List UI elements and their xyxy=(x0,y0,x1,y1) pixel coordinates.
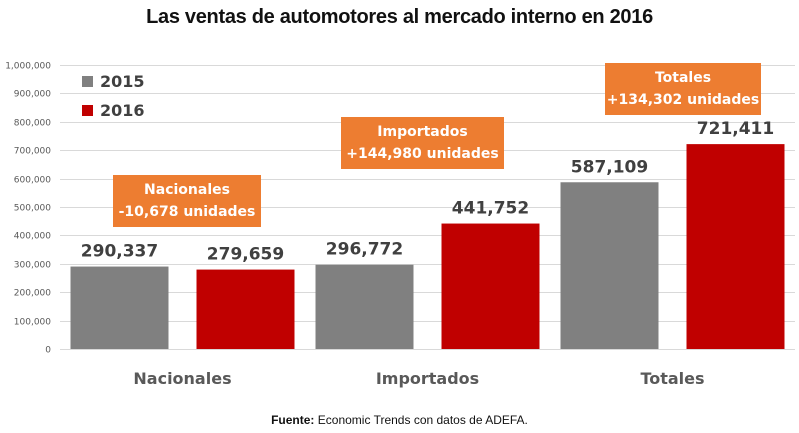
bars xyxy=(70,144,785,349)
data-label: 587,109 xyxy=(571,157,648,177)
annotation-title: Importados xyxy=(377,124,468,140)
bar-2015-importados xyxy=(315,264,414,349)
annotation-totales: Totales +134,302 unidades xyxy=(605,63,761,115)
y-tick-label: 800,000 xyxy=(14,119,51,129)
annotation-delta: +134,302 unidades xyxy=(606,92,760,108)
annotation-delta: +144,980 unidades xyxy=(346,146,499,162)
annotation-title: Totales xyxy=(654,70,712,86)
x-tick-label: Importados xyxy=(376,369,479,388)
annotation-importados: Importados +144,980 unidades xyxy=(341,117,504,169)
annotation-delta: -10,678 unidades xyxy=(118,204,256,220)
bar-2015-totales xyxy=(560,182,659,349)
legend-label: 2016 xyxy=(100,101,145,120)
x-tick-label: Nacionales xyxy=(133,369,231,388)
data-label: 290,337 xyxy=(81,242,158,262)
legend: 2015 2016 xyxy=(82,72,145,120)
source-label: Fuente: xyxy=(271,413,315,427)
data-label: 279,659 xyxy=(207,245,284,265)
bar-2015-nacionales xyxy=(70,266,169,349)
data-label: 441,752 xyxy=(452,199,529,219)
y-tick-label: 900,000 xyxy=(14,90,51,100)
y-tick-label: 200,000 xyxy=(14,289,51,299)
source-note: Fuente: Economic Trends con datos de ADE… xyxy=(0,413,799,427)
y-tick-label: 1,000,000 xyxy=(5,62,51,72)
y-tick-label: 500,000 xyxy=(14,204,51,214)
data-label: 721,411 xyxy=(697,119,774,139)
source-text: Economic Trends con datos de ADEFA. xyxy=(314,413,528,427)
y-tick-label: 300,000 xyxy=(14,261,51,271)
bar-2016-importados xyxy=(441,223,540,349)
y-tick-label: 700,000 xyxy=(14,147,51,157)
chart-title: Las ventas de automotores al mercado int… xyxy=(146,6,653,28)
y-tick-label: 0 xyxy=(45,346,51,356)
y-tick-label: 100,000 xyxy=(14,318,51,328)
bar-2016-totales xyxy=(686,144,785,349)
legend-label: 2015 xyxy=(100,72,145,91)
y-tick-label: 600,000 xyxy=(14,176,51,186)
annotation-title: Nacionales xyxy=(144,182,230,198)
bar-2016-nacionales xyxy=(196,269,295,349)
x-axis: Nacionales Importados Totales xyxy=(133,369,704,388)
value-labels: 290,337 279,659 296,772 441,752 587,109 721,4… xyxy=(81,119,774,264)
legend-swatch-2015 xyxy=(82,76,93,87)
y-axis: 0 100,000 200,000 300,000 400,000 500,000 600,… xyxy=(5,62,51,356)
y-tick-label: 400,000 xyxy=(14,232,51,242)
x-tick-label: Totales xyxy=(640,369,704,388)
data-label: 296,772 xyxy=(326,240,403,260)
annotation-nacionales: Nacionales -10,678 unidades xyxy=(113,175,261,227)
legend-swatch-2016 xyxy=(82,105,93,116)
